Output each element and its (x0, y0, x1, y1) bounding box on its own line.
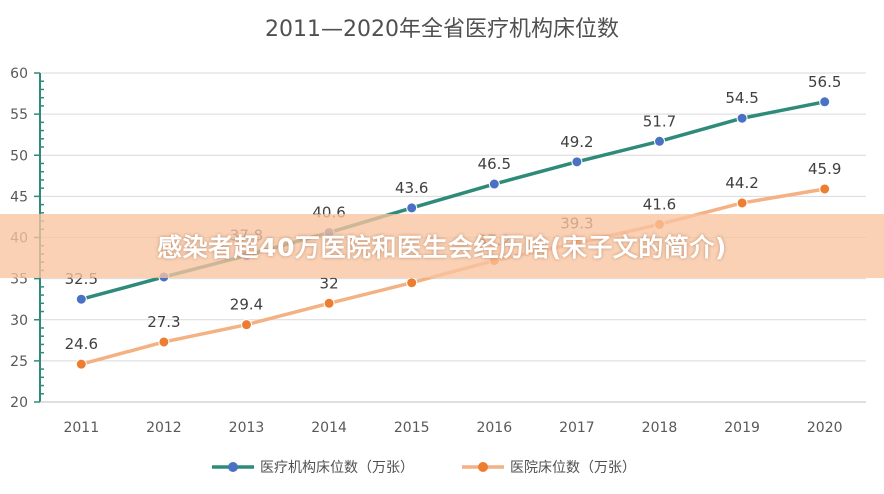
data-label: 24.6 (65, 335, 98, 353)
legend-label: 医院床位数（万张） (510, 460, 636, 476)
axes: 2025303540455055602011201220132014201520… (10, 66, 866, 436)
y-tick-label: 50 (10, 148, 28, 164)
data-point (406, 202, 418, 214)
data-label: 27.3 (147, 313, 180, 331)
data-label: 49.2 (560, 133, 593, 151)
x-tick-label: 2013 (229, 420, 265, 436)
x-tick-label: 2011 (63, 420, 99, 436)
x-tick-label: 2014 (311, 420, 347, 436)
x-tick-label: 2019 (724, 420, 760, 436)
data-point (158, 336, 170, 348)
banner-text: 感染者超40万医院和医生会经历啥(宋子文的简介) (157, 233, 727, 262)
data-point (736, 197, 748, 209)
data-label: 54.5 (725, 89, 758, 107)
data-point (654, 135, 665, 147)
data-point (241, 319, 252, 331)
legend-label: 医疗机构床位数（万张） (260, 460, 414, 476)
legend-marker (478, 462, 488, 472)
data-label: 29.4 (230, 296, 263, 314)
y-tick-label: 30 (10, 313, 28, 329)
data-point (819, 183, 831, 195)
data-label: 32 (320, 274, 339, 292)
data-label: 44.2 (725, 174, 758, 192)
data-label: 56.5 (808, 73, 841, 91)
data-point (75, 358, 87, 370)
data-label: 45.9 (808, 160, 841, 178)
data-point (323, 297, 335, 309)
data-point (571, 156, 583, 168)
watermark-banner: 感染者超40万医院和医生会经历啥(宋子文的简介) (0, 214, 884, 278)
y-tick-label: 60 (10, 66, 28, 82)
data-point (819, 96, 831, 108)
data-labels: 24.627.329.43237.239.341.644.245.932.537… (65, 73, 842, 353)
x-tick-label: 2017 (559, 420, 595, 436)
data-label: 41.6 (643, 195, 676, 213)
x-tick-label: 2016 (476, 420, 512, 436)
y-tick-label: 20 (10, 395, 28, 411)
legend-marker (228, 462, 238, 472)
data-point (75, 293, 87, 305)
legend: 医疗机构床位数（万张） 医院床位数（万张） (212, 460, 636, 476)
x-tick-label: 2020 (807, 420, 843, 436)
data-label: 43.6 (395, 179, 428, 197)
x-tick-label: 2018 (642, 420, 678, 436)
data-point (406, 277, 418, 289)
data-label: 51.7 (643, 112, 676, 130)
y-tick-label: 45 (10, 189, 28, 205)
y-tick-label: 25 (10, 354, 28, 370)
x-tick-label: 2015 (394, 420, 430, 436)
data-point (488, 178, 500, 190)
y-tick-label: 55 (10, 107, 28, 123)
x-tick-label: 2012 (146, 420, 182, 436)
chart-title: 2011—2020年全省医疗机构床位数 (265, 17, 619, 42)
data-label: 46.5 (478, 155, 511, 173)
data-point (736, 112, 748, 124)
